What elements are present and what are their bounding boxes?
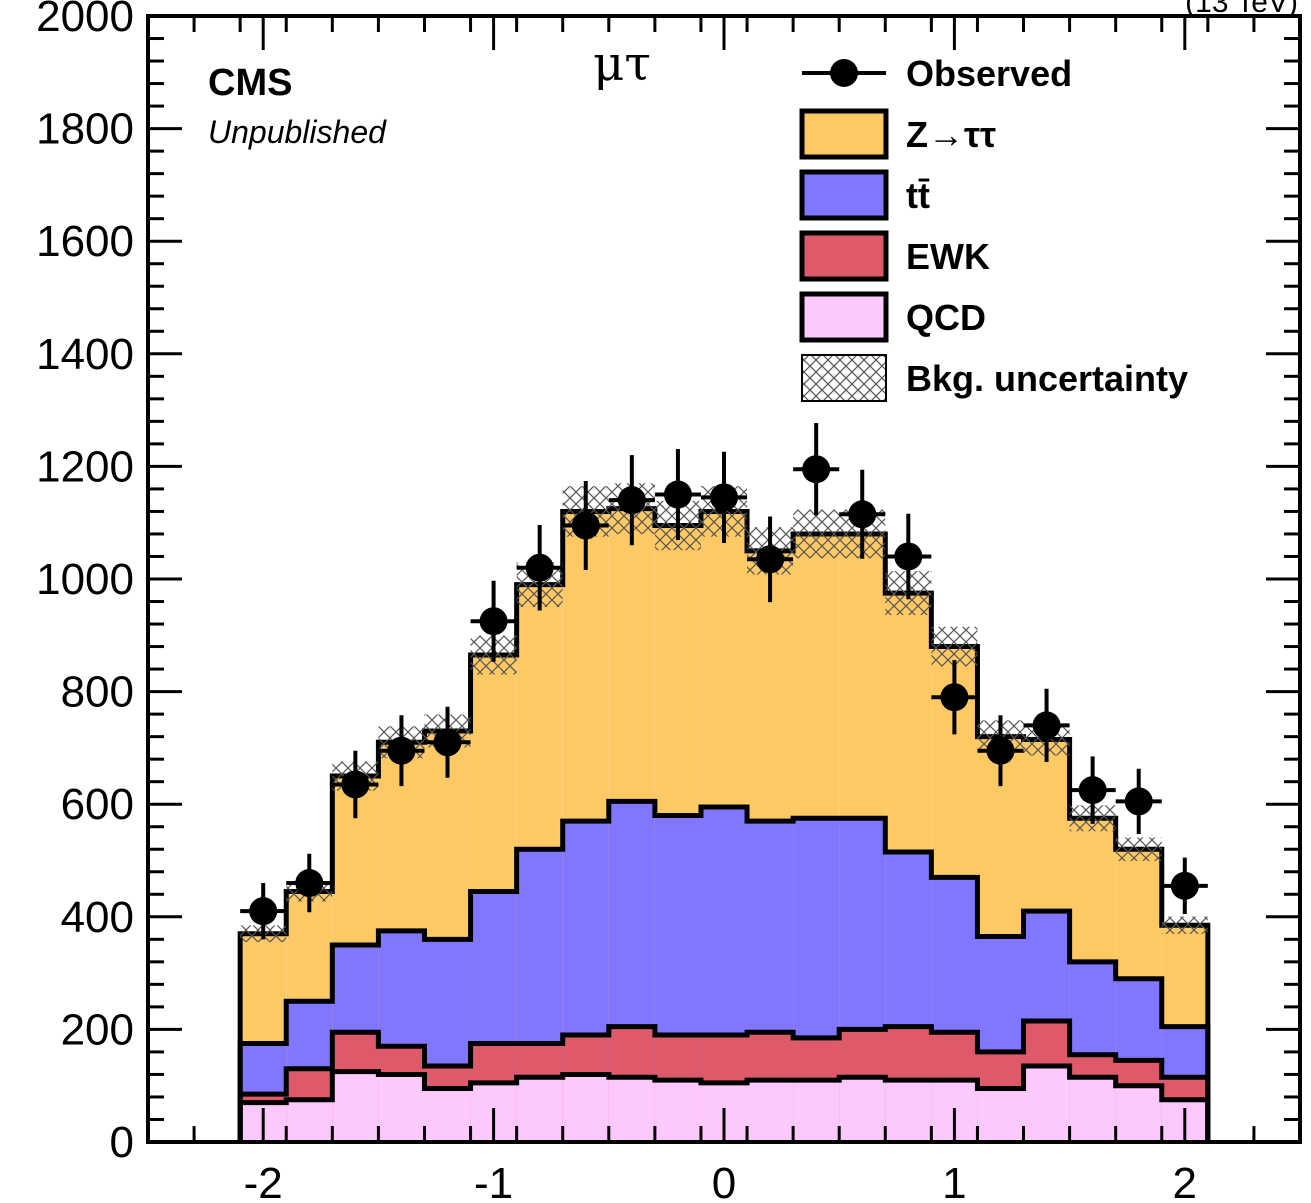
y-tick-label: 1400: [36, 330, 134, 379]
cms-label: CMS: [208, 62, 292, 104]
observed-point: [617, 486, 646, 515]
stack-bar-qcd: [839, 1077, 886, 1142]
legend-observed-marker: [830, 59, 858, 87]
stack-bar-qcd: [654, 1080, 701, 1142]
legend-label-ewk: EWK: [906, 236, 990, 277]
x-tick-label: 1: [942, 1159, 966, 1203]
observed-point: [756, 545, 785, 574]
stack-bar-qcd: [562, 1074, 609, 1142]
y-tick-label: 800: [61, 668, 134, 717]
uncertainty-band-bin: [1161, 916, 1208, 934]
stack-bar-qcd: [1115, 1085, 1162, 1142]
legend-swatch-ztautau: [799, 108, 889, 160]
y-tick-label: 2000: [36, 0, 134, 41]
stack-bar-qcd: [286, 1099, 333, 1142]
legend-swatch-tt: [799, 169, 889, 221]
observed-point: [525, 553, 554, 582]
y-tick-label: 200: [61, 1005, 134, 1054]
stack-bar-qcd: [608, 1077, 655, 1142]
observed-point: [479, 607, 508, 636]
observed-point: [387, 736, 416, 765]
stack-bar-qcd: [885, 1080, 932, 1142]
stack-bar-qcd: [793, 1080, 840, 1142]
observed-point: [802, 455, 831, 484]
legend-swatch-uncertainty: [801, 354, 887, 402]
legend-label-observed: Observed: [906, 53, 1072, 94]
y-tick-label: 0: [110, 1118, 134, 1167]
stack-bar-qcd: [747, 1080, 794, 1142]
x-tick-label: -1: [474, 1159, 513, 1203]
channel-label: μτ: [593, 36, 651, 92]
observed-point: [1032, 711, 1061, 740]
observed-point: [1124, 787, 1153, 816]
y-tick-label: 400: [61, 893, 134, 942]
stack-outline-tt: [237, 798, 1211, 1142]
observed-point: [940, 683, 969, 712]
stack-bar-qcd: [424, 1088, 471, 1142]
stack-outline-ewk: [237, 1018, 1211, 1142]
observed-point: [341, 770, 370, 799]
x-tick-label: 2: [1173, 1159, 1197, 1203]
stack-bar-qcd: [332, 1071, 379, 1142]
stack-bar-qcd: [516, 1077, 563, 1142]
legend-label-qcd: QCD: [906, 297, 986, 338]
observed-point: [1078, 776, 1107, 805]
observed-point: [894, 542, 923, 571]
status-label: Unpublished: [208, 114, 387, 150]
observed-point: [663, 480, 692, 509]
legend-label-tt: tt̄: [906, 175, 930, 216]
y-tick-label: 1200: [36, 442, 134, 491]
stack-bar-qcd: [378, 1074, 425, 1142]
y-tick-label: 1800: [36, 105, 134, 154]
legend-swatch-ewk: [799, 230, 889, 282]
observed-point: [986, 736, 1015, 765]
top-right-text: (13 TeV): [1185, 0, 1298, 19]
stacked-histogram: [237, 506, 1211, 1142]
stack-bar-qcd: [1023, 1065, 1070, 1142]
axes: 0 200 400 600 800 1000 1200 1400 1600 1800 2000 -2 -…: [36, 0, 1302, 1203]
x-tick-label: 0: [712, 1159, 736, 1203]
legend: Observed Z→ττ tt̄ EWK QCD Bkg. uncertainty: [799, 53, 1188, 402]
y-tick-label: 600: [61, 780, 134, 829]
observed-point: [710, 483, 738, 512]
x-tick-label: -2: [244, 1159, 283, 1203]
stack-outline-qcd: [237, 1063, 1211, 1142]
observed-point: [1170, 871, 1199, 900]
y-tick-label: 1600: [36, 217, 134, 266]
y-tick-label: 1000: [36, 555, 134, 604]
stack-bar-qcd: [977, 1088, 1024, 1142]
legend-swatch-qcd: [799, 291, 889, 343]
legend-label-ztautau: Z→ττ: [906, 114, 996, 155]
observed-point: [295, 869, 324, 898]
legend-label-hatch: Bkg. uncertainty: [906, 358, 1188, 399]
observed-point: [249, 897, 278, 926]
uncertainty-band-bin: [1115, 837, 1162, 861]
stack-bar-qcd: [1069, 1077, 1116, 1142]
observed-points: [240, 423, 1208, 940]
uncertainty-band-bin: [931, 626, 978, 667]
observed-point: [848, 500, 877, 529]
observed-point: [571, 511, 600, 540]
uncertainty-band-bin: [793, 509, 840, 559]
observed-point: [433, 728, 462, 757]
